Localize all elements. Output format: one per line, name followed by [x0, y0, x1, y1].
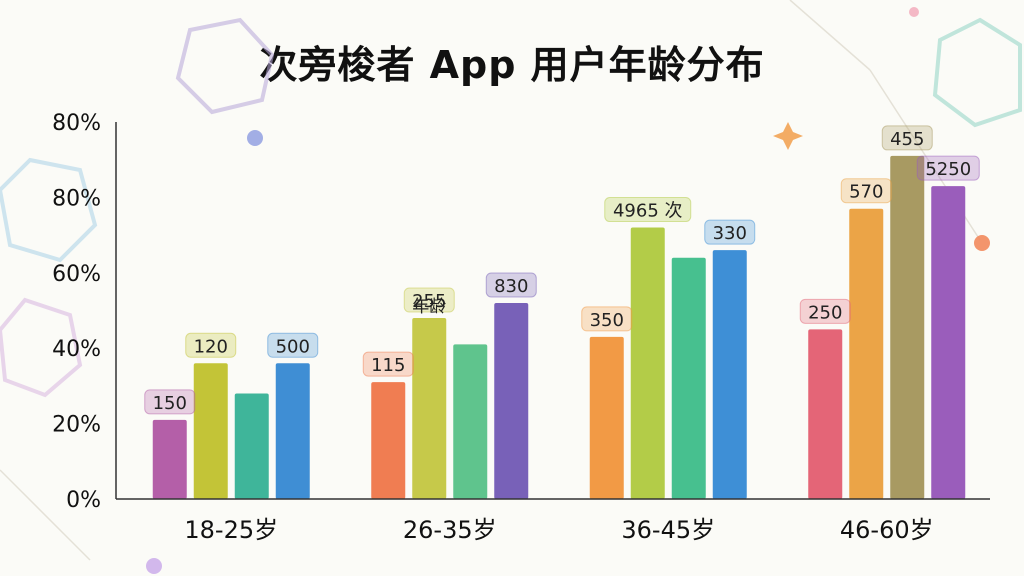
bar	[712, 250, 747, 499]
bar	[671, 257, 706, 499]
data-label-text: 5250	[925, 159, 971, 180]
data-label: 455	[881, 125, 933, 151]
data-label: 330	[704, 219, 756, 245]
y-tick-label: 80%	[52, 186, 101, 211]
chart-title: 次旁梭者 App 用户年龄分布	[259, 43, 765, 87]
y-tick-label: 40%	[52, 337, 101, 362]
data-label: 570	[840, 178, 892, 204]
annotation-text: 年龄	[412, 297, 446, 317]
data-label-text: 330	[713, 223, 747, 244]
y-tick-label: 0%	[66, 488, 101, 513]
bar	[589, 336, 624, 499]
bar	[234, 393, 269, 499]
bar	[808, 329, 843, 499]
bar	[630, 227, 665, 499]
x-tick-label: 18-25岁	[184, 516, 278, 544]
bar	[275, 363, 310, 499]
data-label-text: 350	[590, 310, 624, 331]
data-label-text: 250	[808, 302, 842, 323]
bar	[371, 382, 406, 499]
data-label: 150	[144, 389, 196, 415]
data-label: 350	[581, 306, 633, 332]
x-tick-label: 46-60岁	[840, 516, 934, 544]
data-label: 120	[185, 332, 237, 358]
data-label: 115	[362, 351, 414, 377]
data-label: 5250	[916, 155, 980, 181]
bar	[453, 344, 488, 499]
data-label: 250	[799, 298, 851, 324]
data-label: 500	[267, 332, 319, 358]
bar	[890, 155, 925, 499]
data-label: 830	[485, 272, 537, 298]
x-tick-label: 26-35岁	[403, 516, 497, 544]
data-label-text: 120	[194, 336, 228, 357]
bar	[494, 302, 529, 499]
y-tick-label: 20%	[52, 413, 101, 438]
data-label-text: 455	[890, 129, 924, 150]
x-tick-label: 36-45岁	[621, 516, 715, 544]
data-label-text: 570	[849, 182, 883, 203]
data-label-text: 150	[153, 393, 187, 414]
data-label-text: 4965 次	[613, 201, 683, 222]
data-label-text: 115	[371, 355, 405, 376]
bar	[849, 208, 884, 499]
y-tick-label: 60%	[52, 262, 101, 287]
bar	[931, 186, 966, 499]
bar	[152, 419, 187, 499]
data-label-text: 830	[494, 276, 528, 297]
bar	[412, 318, 447, 499]
data-label: 255	[403, 287, 455, 313]
data-label: 4965 次	[604, 197, 692, 223]
data-label-text: 255	[412, 291, 446, 312]
data-label-text: 500	[276, 336, 310, 357]
bar	[193, 363, 228, 499]
y-tick-label: 80%	[52, 111, 101, 136]
